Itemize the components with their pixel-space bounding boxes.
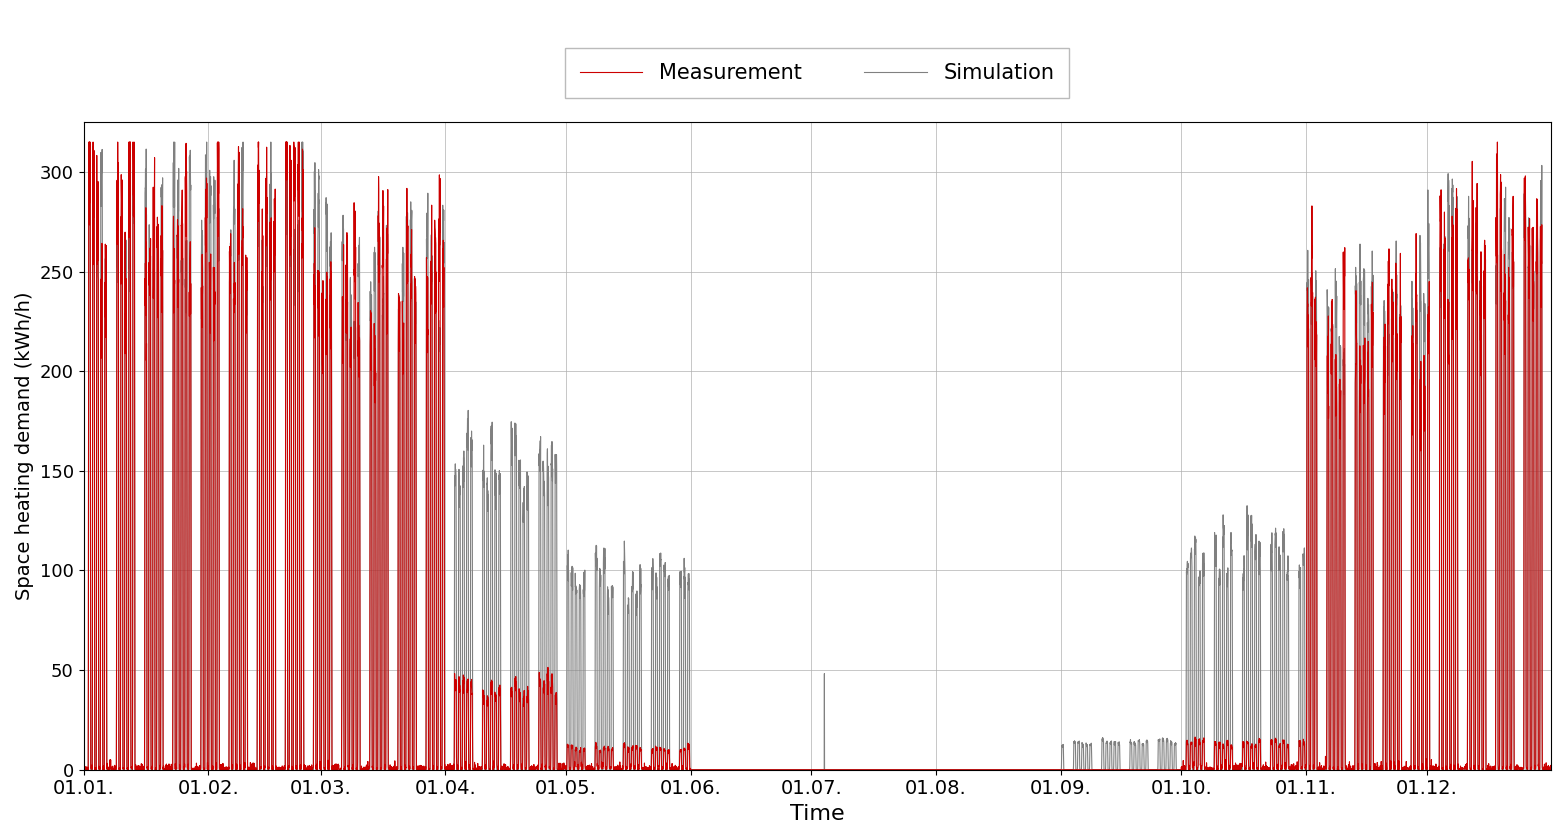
X-axis label: Time: Time	[789, 804, 844, 824]
Y-axis label: Space heating demand (kWh/h): Space heating demand (kWh/h)	[16, 292, 34, 600]
Legend: Measurement, Simulation: Measurement, Simulation	[565, 49, 1070, 97]
Line: Measurement: Measurement	[83, 142, 1550, 769]
Line: Simulation: Simulation	[83, 142, 1550, 769]
